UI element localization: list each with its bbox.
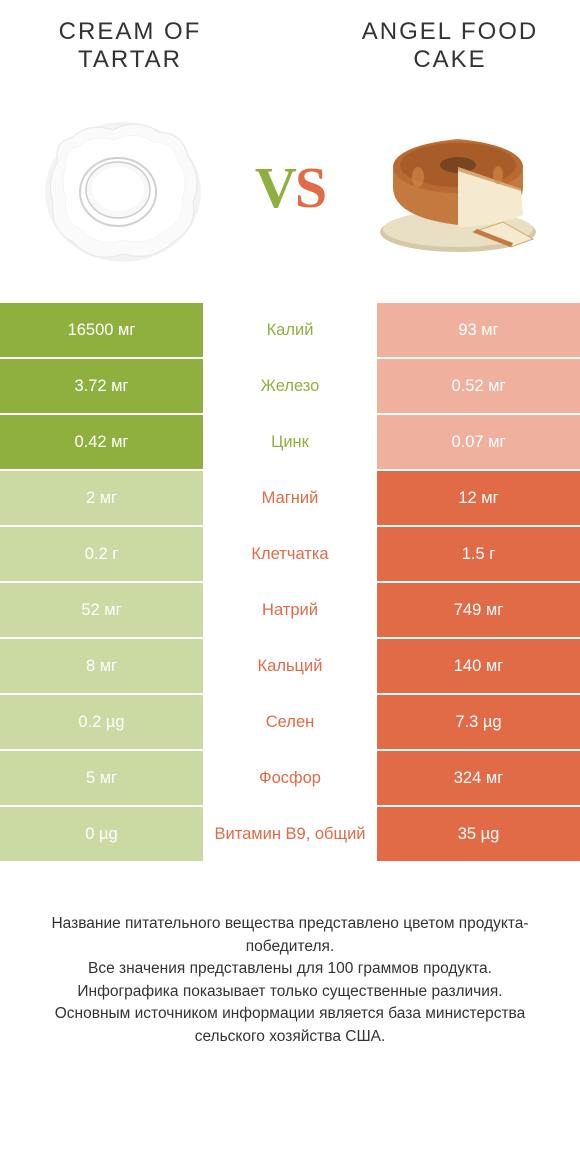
nutrient-name-cell: Витамин B9, общий (203, 807, 377, 861)
product-left-image (35, 100, 210, 275)
left-value-cell: 2 мг (0, 471, 203, 525)
right-value-cell: 12 мг (377, 471, 580, 525)
left-value-cell: 16500 мг (0, 303, 203, 357)
left-value-cell: 0 µg (0, 807, 203, 861)
nutrient-name-cell: Селен (203, 695, 377, 749)
right-value-cell: 0.07 мг (377, 415, 580, 469)
right-value-cell: 749 мг (377, 583, 580, 637)
vs-label: VS (255, 154, 325, 221)
angel-food-cake-icon (373, 117, 543, 257)
header-row: CREAM OF TARTAR ANGEL FOOD CAKE (0, 0, 580, 81)
nutrient-name-cell: Железо (203, 359, 377, 413)
left-value-cell: 0.42 мг (0, 415, 203, 469)
nutrient-name-cell: Фосфор (203, 751, 377, 805)
right-value-cell: 1.5 г (377, 527, 580, 581)
right-value-cell: 7.3 µg (377, 695, 580, 749)
left-value-cell: 3.72 мг (0, 359, 203, 413)
footer-line-2: Все значения представлены для 100 граммо… (22, 958, 558, 980)
right-value-cell: 324 мг (377, 751, 580, 805)
product-right-title: ANGEL FOOD CAKE (350, 18, 550, 73)
left-value-cell: 8 мг (0, 639, 203, 693)
right-value-cell: 0.52 мг (377, 359, 580, 413)
right-value-cell: 140 мг (377, 639, 580, 693)
nutrient-name-cell: Натрий (203, 583, 377, 637)
footer-line-3: Инфографика показывает только существенн… (22, 981, 558, 1003)
table-row: 16500 мгКалий93 мг (0, 303, 580, 357)
table-row: 0.2 гКлетчатка1.5 г (0, 527, 580, 581)
nutrient-name-cell: Цинк (203, 415, 377, 469)
nutrient-name-cell: Клетчатка (203, 527, 377, 581)
nutrient-name-cell: Кальций (203, 639, 377, 693)
left-value-cell: 0.2 µg (0, 695, 203, 749)
table-row: 3.72 мгЖелезо0.52 мг (0, 359, 580, 413)
nutrition-table-body: 16500 мгКалий93 мг3.72 мгЖелезо0.52 мг0.… (0, 303, 580, 861)
table-row: 5 мгФосфор324 мг (0, 751, 580, 805)
footer-notes: Название питательного вещества представл… (0, 863, 580, 1048)
table-row: 0 µgВитамин B9, общий35 µg (0, 807, 580, 861)
table-row: 52 мгНатрий749 мг (0, 583, 580, 637)
cream-of-tartar-icon (38, 102, 208, 272)
left-value-cell: 0.2 г (0, 527, 203, 581)
nutrient-name-cell: Магний (203, 471, 377, 525)
table-row: 2 мгМагний12 мг (0, 471, 580, 525)
nutrient-name-cell: Калий (203, 303, 377, 357)
table-row: 8 мгКальций140 мг (0, 639, 580, 693)
table-row: 0.42 мгЦинк0.07 мг (0, 415, 580, 469)
vs-v-letter: V (255, 155, 295, 220)
right-value-cell: 93 мг (377, 303, 580, 357)
product-images-row: VS (0, 81, 580, 301)
footer-line-4: Основным источником информации является … (22, 1003, 558, 1048)
vs-s-letter: S (295, 155, 325, 220)
nutrition-table: 16500 мгКалий93 мг3.72 мгЖелезо0.52 мг0.… (0, 301, 580, 863)
left-value-cell: 5 мг (0, 751, 203, 805)
product-left-title: CREAM OF TARTAR (30, 18, 230, 73)
footer-line-1: Название питательного вещества представл… (22, 913, 558, 958)
product-right-image (370, 100, 545, 275)
left-value-cell: 52 мг (0, 583, 203, 637)
table-row: 0.2 µgСелен7.3 µg (0, 695, 580, 749)
right-value-cell: 35 µg (377, 807, 580, 861)
